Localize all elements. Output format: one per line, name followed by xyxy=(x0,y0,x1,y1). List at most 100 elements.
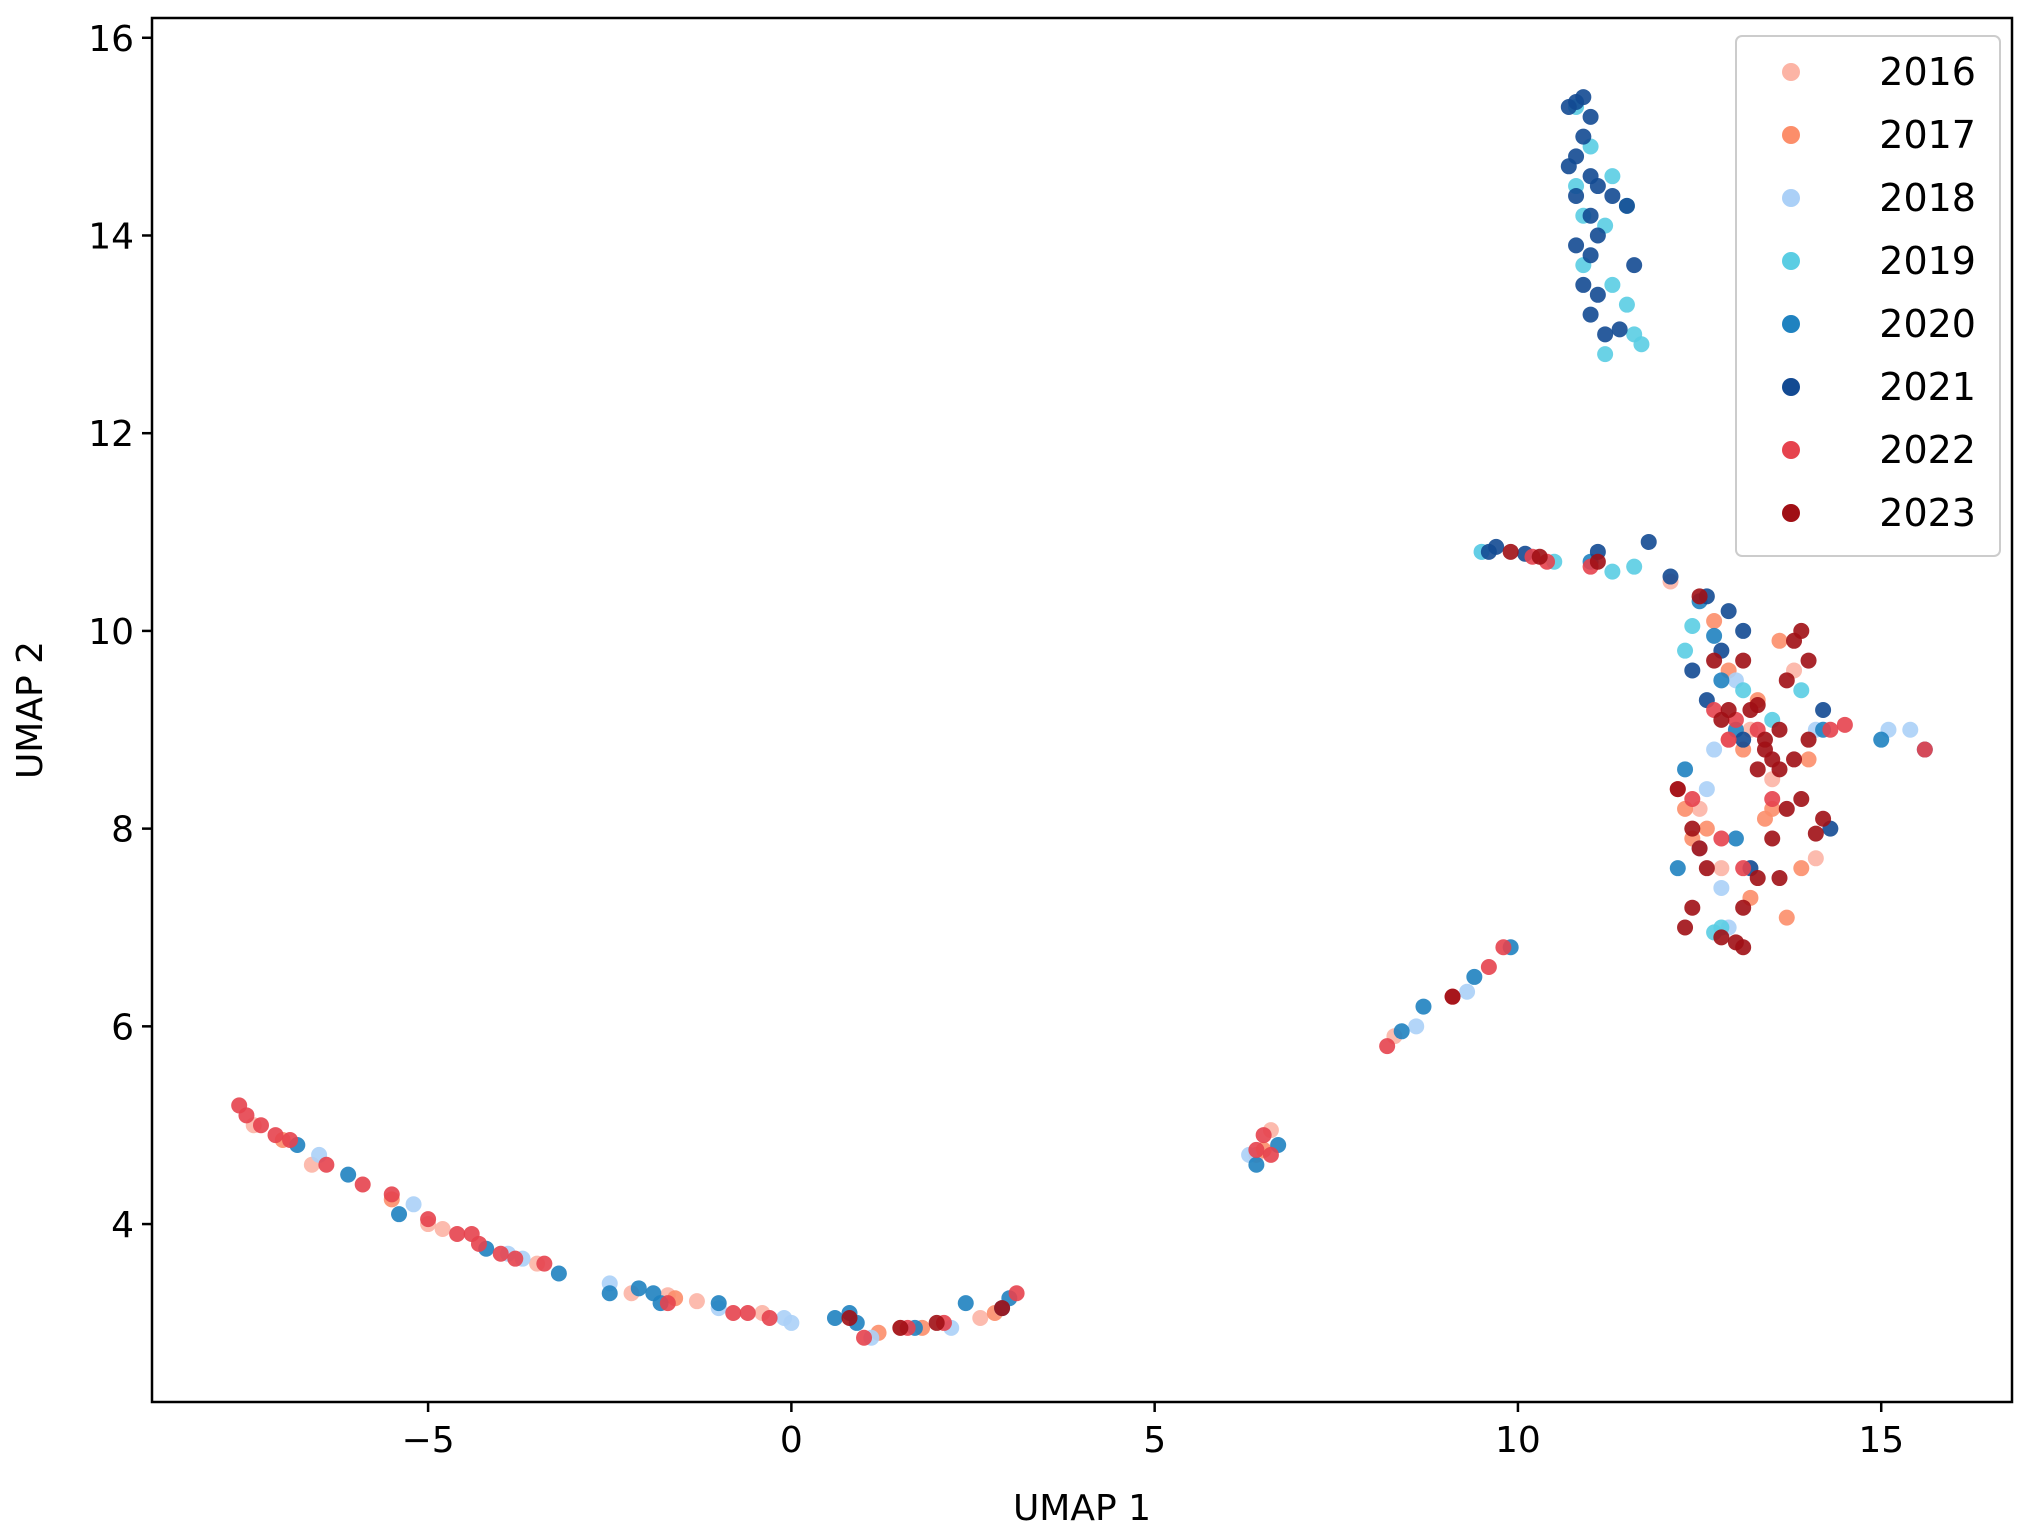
scatter-point xyxy=(1582,108,1599,125)
scatter-point xyxy=(267,1127,284,1144)
scatter-point xyxy=(449,1225,466,1242)
scatter-point xyxy=(1008,1285,1025,1302)
legend-label: 2018 xyxy=(1879,176,1976,220)
scatter-point xyxy=(1815,702,1832,718)
x-axis: −5 0 5 10 15 xyxy=(402,1402,1904,1461)
legend-marker xyxy=(1782,504,1800,522)
scatter-point xyxy=(601,1285,618,1302)
scatter-point xyxy=(1793,790,1810,807)
scatter-point xyxy=(1720,731,1737,748)
scatter-point xyxy=(1771,761,1788,778)
scatter-point xyxy=(434,1221,451,1237)
y-tick-label: 8 xyxy=(111,810,134,851)
scatter-point xyxy=(957,1295,974,1312)
scatter-point xyxy=(826,1309,843,1326)
scatter-point xyxy=(1589,553,1606,570)
scatter-point xyxy=(1749,870,1766,887)
x-tick-label: −5 xyxy=(402,1420,455,1461)
scatter-point xyxy=(1597,346,1614,363)
scatter-point xyxy=(1677,642,1694,659)
scatter-point xyxy=(507,1250,524,1267)
scatter-point xyxy=(1698,860,1715,877)
scatter-point xyxy=(856,1329,873,1346)
scatter-point xyxy=(1749,697,1766,714)
scatter-point xyxy=(1793,860,1810,877)
scatter-point xyxy=(1800,652,1817,669)
legend-marker xyxy=(1782,189,1800,207)
scatter-point xyxy=(420,1211,437,1228)
scatter-point xyxy=(1684,617,1701,634)
scatter-point xyxy=(1677,761,1694,778)
scatter-point xyxy=(1778,909,1795,926)
scatter-point xyxy=(1735,682,1752,699)
scatter-point xyxy=(1800,731,1817,748)
scatter-point xyxy=(1735,899,1752,916)
scatter-point xyxy=(630,1280,647,1297)
scatter-point xyxy=(1706,652,1723,669)
scatter-point xyxy=(1713,929,1730,946)
scatter-point xyxy=(1262,1146,1279,1163)
series-2021 xyxy=(1480,89,1839,877)
scatter-point xyxy=(492,1245,509,1262)
scatter-point xyxy=(1807,825,1824,842)
series-2023 xyxy=(841,543,1832,1336)
y-tick-label: 16 xyxy=(88,19,134,60)
scatter-point xyxy=(1488,538,1505,555)
scatter-point xyxy=(1735,939,1752,956)
scatter-point xyxy=(1662,568,1679,585)
x-tick-label: 0 xyxy=(780,1420,803,1461)
scatter-point xyxy=(1749,761,1766,778)
scatter-point xyxy=(1466,968,1483,985)
scatter-point xyxy=(1706,627,1723,644)
y-tick-label: 14 xyxy=(88,216,134,257)
points-layer xyxy=(231,89,1933,1346)
scatter-point xyxy=(1604,276,1621,293)
scatter-point xyxy=(1531,548,1548,565)
scatter-point xyxy=(1589,227,1606,244)
scatter-point xyxy=(1698,781,1715,798)
legend-label: 2022 xyxy=(1879,428,1976,472)
scatter-point xyxy=(1793,622,1810,639)
scatter-point xyxy=(1822,721,1839,738)
scatter-point xyxy=(1720,702,1737,718)
scatter-point xyxy=(1713,830,1730,847)
scatter-point xyxy=(1589,178,1606,195)
scatter-point xyxy=(238,1107,255,1124)
y-tick-label: 6 xyxy=(111,1007,134,1048)
scatter-point xyxy=(1836,716,1853,733)
scatter-point xyxy=(1604,187,1621,204)
scatter-point xyxy=(1597,326,1614,343)
y-axis-label: UMAP 2 xyxy=(10,641,51,779)
y-tick-label: 4 xyxy=(111,1205,134,1246)
scatter-point xyxy=(710,1295,727,1312)
scatter-point xyxy=(1677,919,1694,936)
scatter-point xyxy=(1589,286,1606,303)
x-tick-label: 5 xyxy=(1143,1420,1166,1461)
scatter-point xyxy=(1778,672,1795,689)
scatter-point xyxy=(761,1309,778,1326)
scatter-point xyxy=(1502,543,1519,560)
scatter-point xyxy=(282,1132,299,1149)
scatter-point xyxy=(1706,741,1723,758)
x-tick-label: 15 xyxy=(1858,1420,1904,1461)
legend-box xyxy=(1735,35,2001,557)
scatter-point xyxy=(1248,1141,1265,1158)
scatter-point xyxy=(340,1166,357,1183)
scatter-point xyxy=(1618,197,1635,214)
scatter-point xyxy=(1480,959,1497,976)
scatter-point xyxy=(536,1255,553,1272)
scatter-point xyxy=(1684,820,1701,837)
legend: 2016 2017 2018 2019 2020 2021 2022 2023 xyxy=(1735,35,2001,557)
scatter-point xyxy=(1495,939,1512,956)
scatter-point xyxy=(1618,296,1635,313)
x-axis-label: UMAP 1 xyxy=(1013,1488,1151,1529)
scatter-point xyxy=(1684,662,1701,679)
legend-label: 2019 xyxy=(1879,239,1976,283)
scatter-point xyxy=(1815,810,1832,827)
scatter-point xyxy=(1582,306,1599,323)
scatter-point xyxy=(1735,731,1752,748)
legend-marker xyxy=(1782,63,1800,81)
axes-frame xyxy=(150,16,2014,1404)
scatter-point xyxy=(928,1314,945,1331)
x-tick-label: 10 xyxy=(1495,1420,1541,1461)
